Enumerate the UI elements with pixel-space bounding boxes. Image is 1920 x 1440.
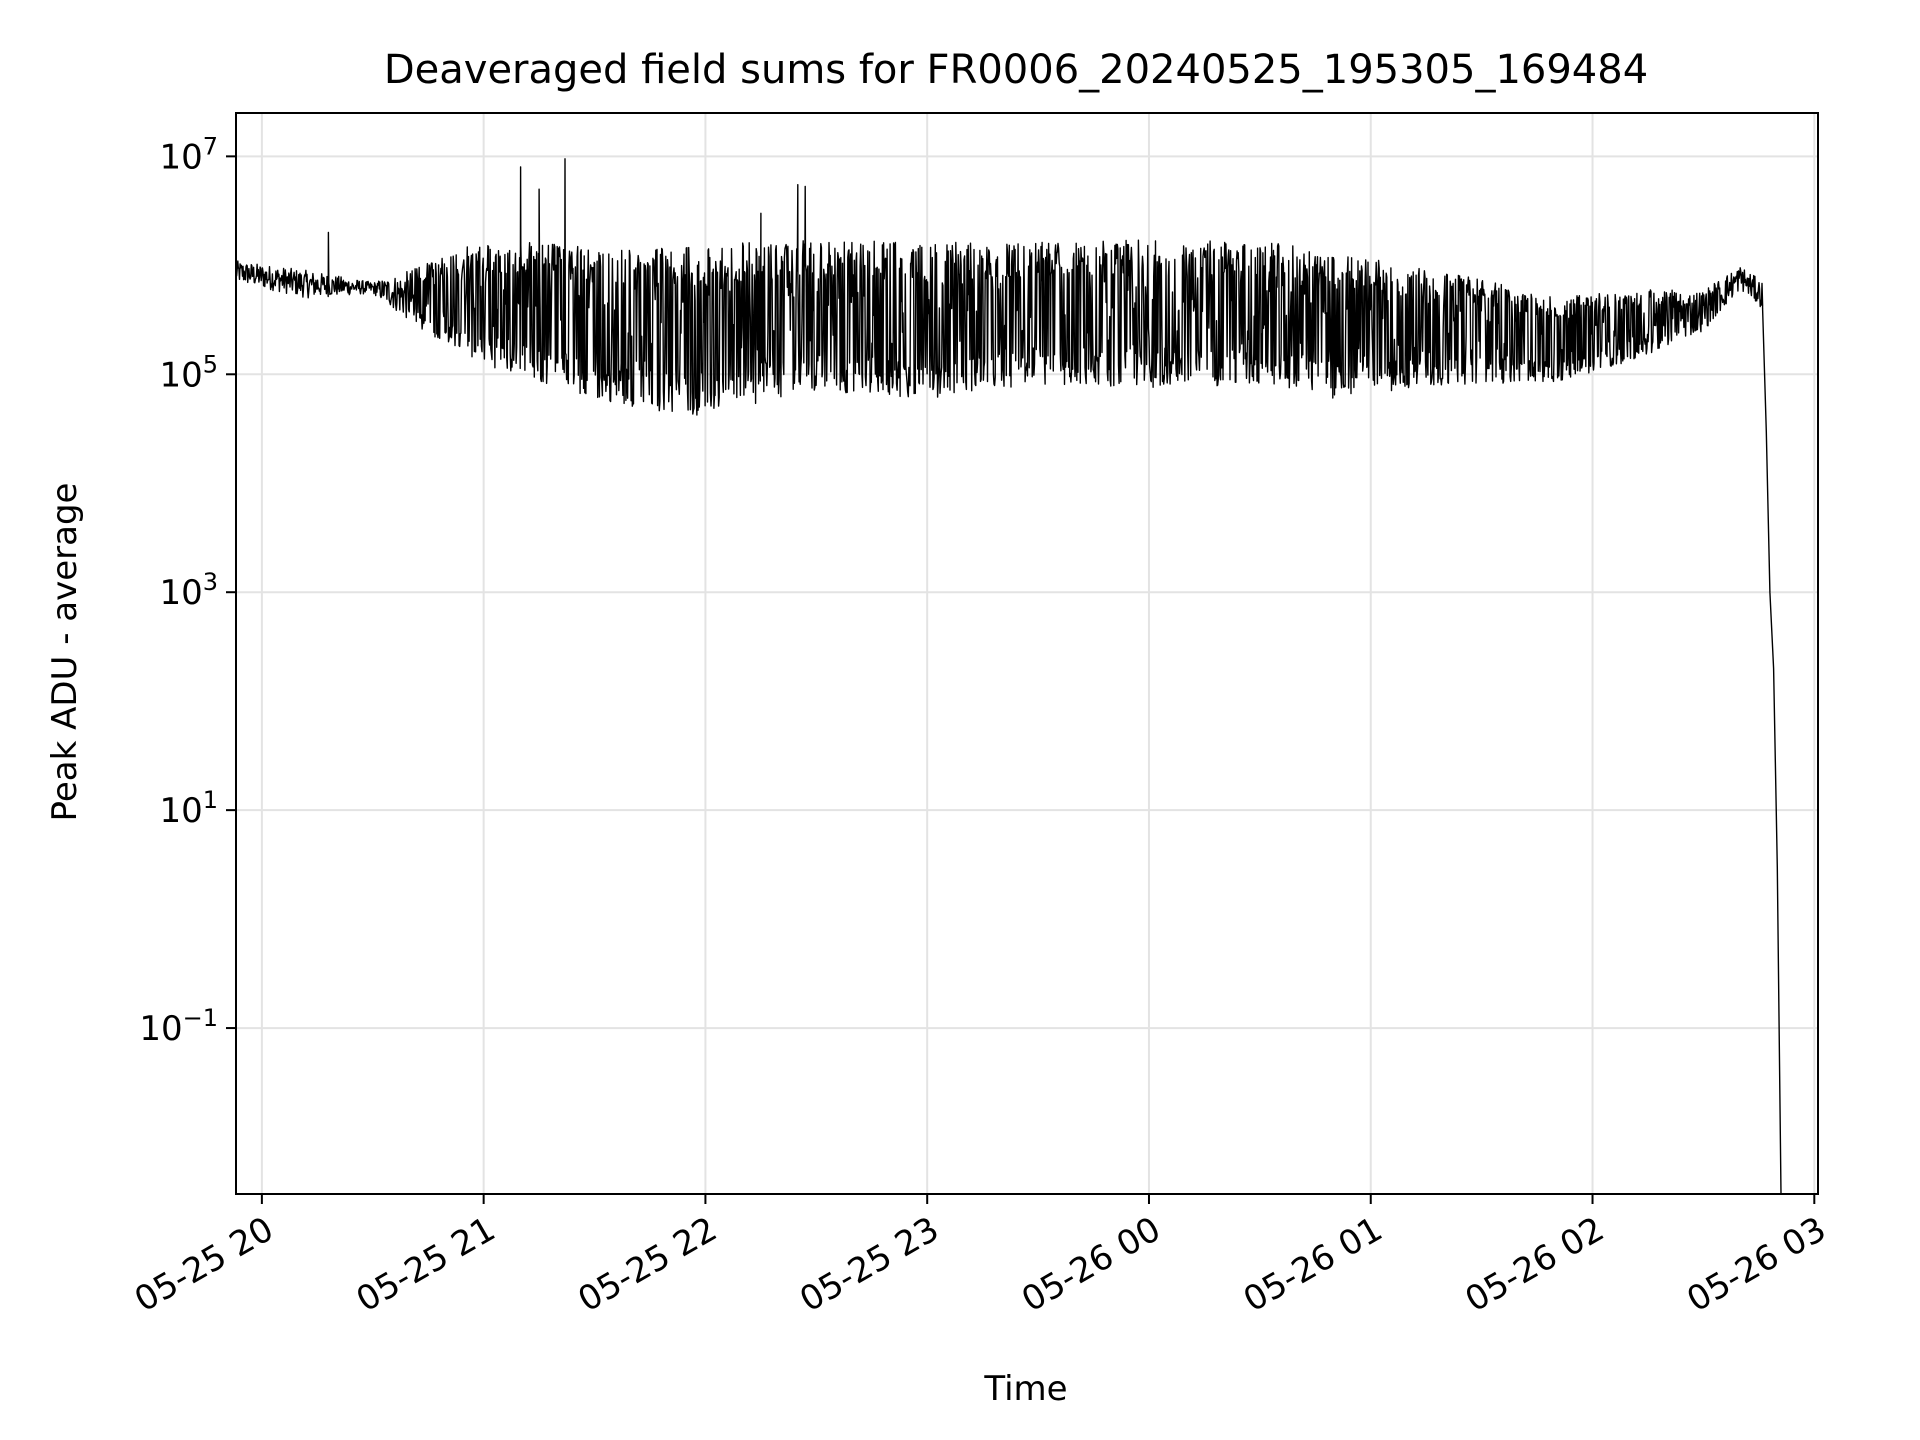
y-tick-label: 103 xyxy=(159,568,218,613)
x-axis-label: Time xyxy=(983,1369,1067,1409)
chart-title: Deaveraged field sums for FR0006_2024052… xyxy=(384,47,1648,93)
y-tick-label: 101 xyxy=(159,786,218,831)
y-tick-label: 105 xyxy=(159,350,218,395)
plot-frame xyxy=(235,112,1819,1195)
y-tick-label: 10−1 xyxy=(139,1004,218,1049)
plot-area xyxy=(235,158,1782,1195)
y-axis-label: Peak ADU - average xyxy=(45,483,85,822)
series-line xyxy=(235,158,1782,1195)
y-tick-label: 107 xyxy=(159,132,218,177)
